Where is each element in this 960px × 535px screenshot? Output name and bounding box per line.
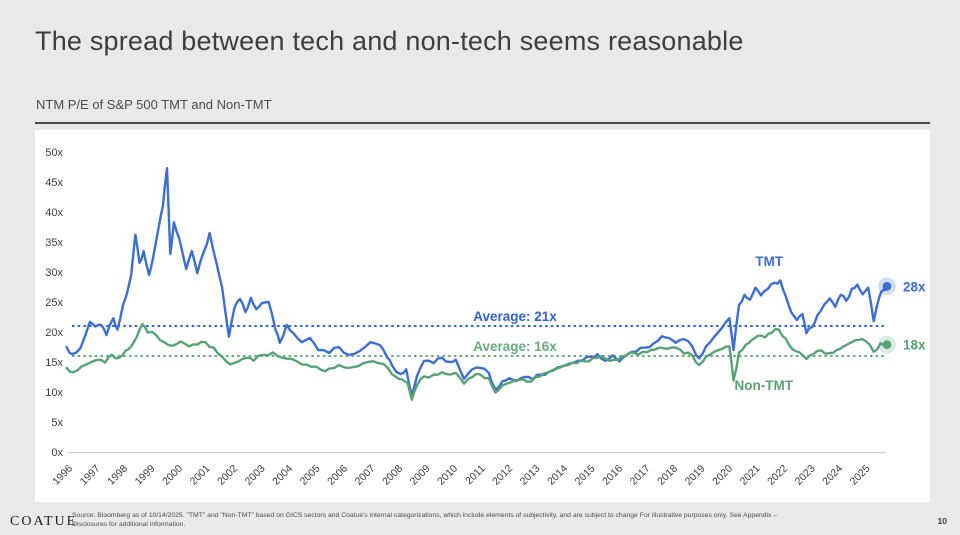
x-axis-year-label: 2020 [710,463,735,488]
x-axis-year-label: 2019 [683,463,708,488]
subtitle-divider [35,122,930,124]
y-axis-tick-label: 5x [51,417,63,429]
x-axis-year-label: 2006 [325,463,350,488]
x-axis-year-label: 2017 [628,463,653,488]
x-axis-year-label: 1997 [78,463,103,488]
x-axis-year-label: 2023 [793,463,818,488]
y-axis-tick-label: 0x [51,447,63,459]
source-note-line1: Source: Bloomberg as of 10/14/2025. "TMT… [72,512,778,519]
source-note: Source: Bloomberg as of 10/14/2025. "TMT… [72,512,902,529]
x-axis-year-label: 2011 [463,463,488,488]
y-axis-tick-label: 45x [45,177,63,189]
y-axis-tick-label: 10x [45,387,63,399]
x-axis-year-label: 2024 [820,463,845,488]
tmt-line [65,166,889,398]
non-tmt-end-dot [882,340,892,349]
y-axis-tick-label: 20x [45,327,63,339]
x-axis-year-label: 2025 [848,463,873,488]
chart-subtitle: NTM P/E of S&P 500 TMT and Non-TMT [36,97,272,112]
x-axis-year-label: 2021 [738,463,763,488]
x-axis-year-label: 2009 [408,463,433,488]
x-axis-year-label: 2016 [600,463,625,488]
y-axis-tick-label: 25x [45,297,63,309]
tmt-end-dot [882,282,892,291]
y-axis-tick-label: 30x [45,267,63,279]
x-axis-year-label: 2018 [655,463,680,488]
x-axis-year-label: 2002 [215,463,240,488]
x-axis-year-label: 2004 [270,463,295,488]
source-note-line2: Disclosures for additional information. [72,520,186,528]
non-tmt-line [65,323,889,401]
x-axis-year-label: 2008 [380,463,405,488]
non-tmt-end-value-label: 18x [903,338,926,353]
x-axis-year-label: 1998 [105,463,130,488]
y-axis-tick-label: 15x [45,357,63,369]
x-axis-year-label: 2000 [160,463,185,488]
x-axis-year-label: 2015 [573,463,598,488]
y-axis-tick-label: 40x [45,207,63,219]
y-axis-tick-label: 35x [45,237,63,249]
x-axis-year-label: 2003 [243,463,268,488]
y-axis-tick-label: 50x [45,147,63,159]
x-axis-year-label: 2010 [435,463,460,488]
x-axis-year-label: 2005 [298,463,323,488]
x-axis-year-label: 2013 [518,463,543,488]
x-axis-year-label: 2007 [353,463,378,488]
x-axis-year-label: 2012 [490,463,515,488]
x-axis-year-label: 1996 [50,463,75,488]
x-axis-year-label: 2022 [765,463,790,488]
x-axis-year-label: 1999 [133,463,158,488]
non-tmt-average-label: Average: 16x [473,339,557,354]
tmt-end-value-label: 28x [903,279,926,294]
tmt-average-label: Average: 21x [473,309,557,324]
x-axis-year-label: 2014 [545,463,570,488]
chart-panel: 0x 5x 10x 15x 20x 25x 30x 35x 40x 45x 50x 1996 1997 1… [35,130,930,502]
coatue-logo: COATUE [10,514,78,529]
non-tmt-label: Non-TMT [735,378,794,393]
page-title: The spread between tech and non-tech see… [35,26,744,56]
page-number: 10 [937,516,947,526]
x-axis-year-label: 2001 [188,463,213,488]
tmt-label: TMT [755,254,783,269]
